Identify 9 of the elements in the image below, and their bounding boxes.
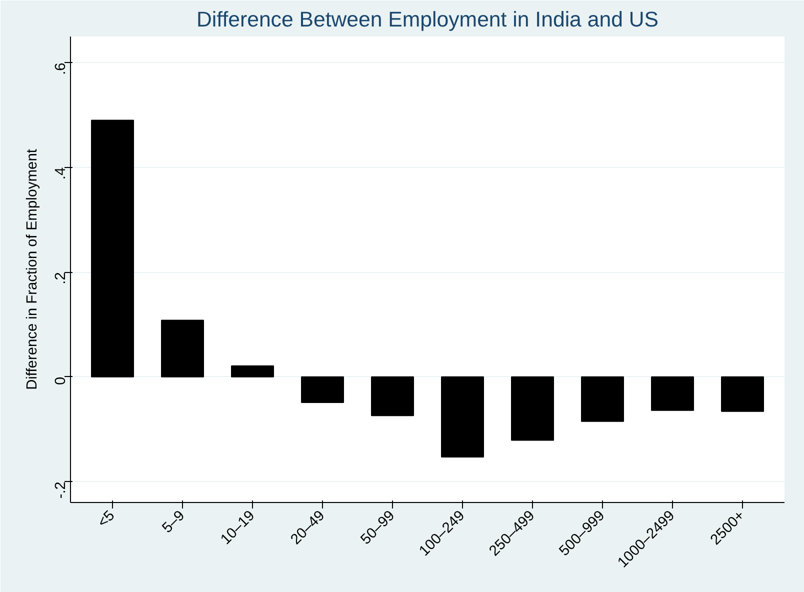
y-tick-label: .6 xyxy=(53,62,69,75)
y-tick-label: -.2 xyxy=(53,482,69,499)
y-axis-title: Difference in Fraction of Employment xyxy=(24,149,40,390)
x-tick-label: 5–9 xyxy=(160,508,188,536)
y-tick-label: .2 xyxy=(53,272,69,284)
chart-title: Difference Between Employment in India and US xyxy=(196,8,658,32)
y-tick-label: 0 xyxy=(53,376,69,385)
x-tick-label: <5 xyxy=(95,508,118,531)
y-tick-label: .4 xyxy=(53,167,69,180)
